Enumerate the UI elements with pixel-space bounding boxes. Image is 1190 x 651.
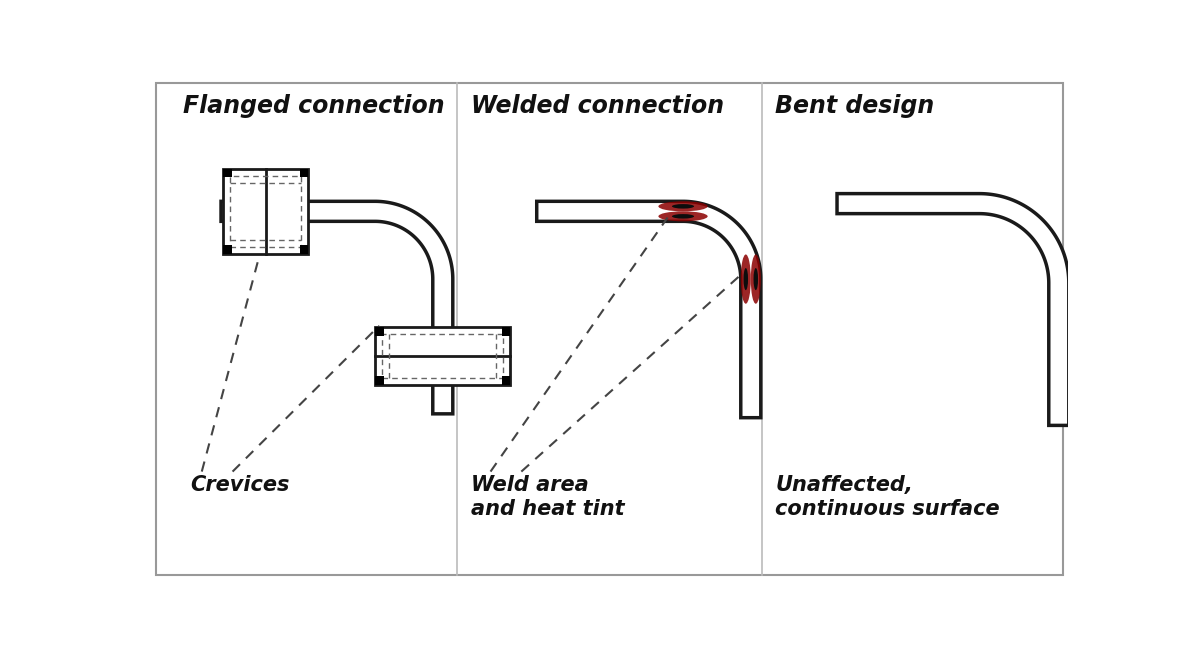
- Bar: [300, 169, 308, 178]
- Bar: [224, 169, 232, 178]
- Ellipse shape: [753, 268, 758, 290]
- Bar: [375, 327, 511, 385]
- Ellipse shape: [672, 204, 694, 208]
- Bar: [375, 376, 384, 385]
- Bar: [231, 176, 301, 247]
- Bar: [502, 376, 511, 385]
- Bar: [224, 169, 308, 254]
- Text: Bent design: Bent design: [776, 94, 934, 118]
- Text: Crevices: Crevices: [190, 475, 289, 495]
- Ellipse shape: [658, 212, 708, 221]
- Polygon shape: [537, 201, 760, 418]
- Bar: [382, 334, 503, 378]
- Text: Unaffected,
continuous surface: Unaffected, continuous surface: [776, 475, 1000, 519]
- Text: Flanged connection: Flanged connection: [182, 94, 444, 118]
- Bar: [502, 327, 511, 336]
- Text: Weld area
and heat tint: Weld area and heat tint: [471, 475, 625, 519]
- Polygon shape: [221, 201, 452, 414]
- Bar: [300, 245, 308, 254]
- Ellipse shape: [744, 268, 749, 290]
- Bar: [375, 327, 384, 336]
- Ellipse shape: [658, 201, 708, 212]
- Polygon shape: [837, 193, 1069, 425]
- Ellipse shape: [672, 214, 694, 219]
- Text: Welded connection: Welded connection: [471, 94, 725, 118]
- Ellipse shape: [751, 255, 760, 304]
- Bar: [224, 245, 232, 254]
- Ellipse shape: [740, 255, 751, 304]
